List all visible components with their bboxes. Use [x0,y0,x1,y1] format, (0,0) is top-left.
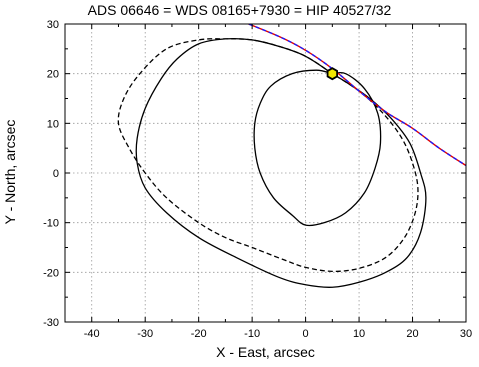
series-group [117,24,466,288]
x-tick-label: 0 [303,328,309,340]
y-tick-label: -30 [43,317,59,329]
y-tick-label: 10 [47,118,59,130]
grid [65,24,466,322]
y-axis-label: Y - North, arcsec [2,119,18,225]
position-marker [326,67,339,81]
series-line-4 [246,24,466,167]
y-tick-label: 0 [53,168,59,180]
series-line-5 [246,24,466,167]
x-tick-label: -30 [137,328,153,340]
x-tick-label: -40 [84,328,100,340]
y-tick-label: -10 [43,218,59,230]
series-line-1 [253,69,382,227]
x-tick-label: -20 [191,328,207,340]
x-tick-label: 10 [353,328,365,340]
x-axis-label: X - East, arcsec [216,344,315,360]
axes: -40 -30 -20 -10 0 10 20 30 -30 -20 -10 0 10 20 30 [43,19,472,340]
series-line-3 [117,38,419,273]
series-line-2 [135,37,427,288]
x-tick-label: -10 [244,328,260,340]
x-tick-label: 30 [460,328,472,340]
y-tick-label: 20 [47,69,59,81]
marker-group [326,67,339,81]
x-tick-label: 20 [406,328,418,340]
y-tick-label: -20 [43,267,59,279]
y-tick-label: 30 [47,19,59,31]
chart-title: ADS 06646 = WDS 08165+7930 = HIP 40527/3… [87,2,392,18]
